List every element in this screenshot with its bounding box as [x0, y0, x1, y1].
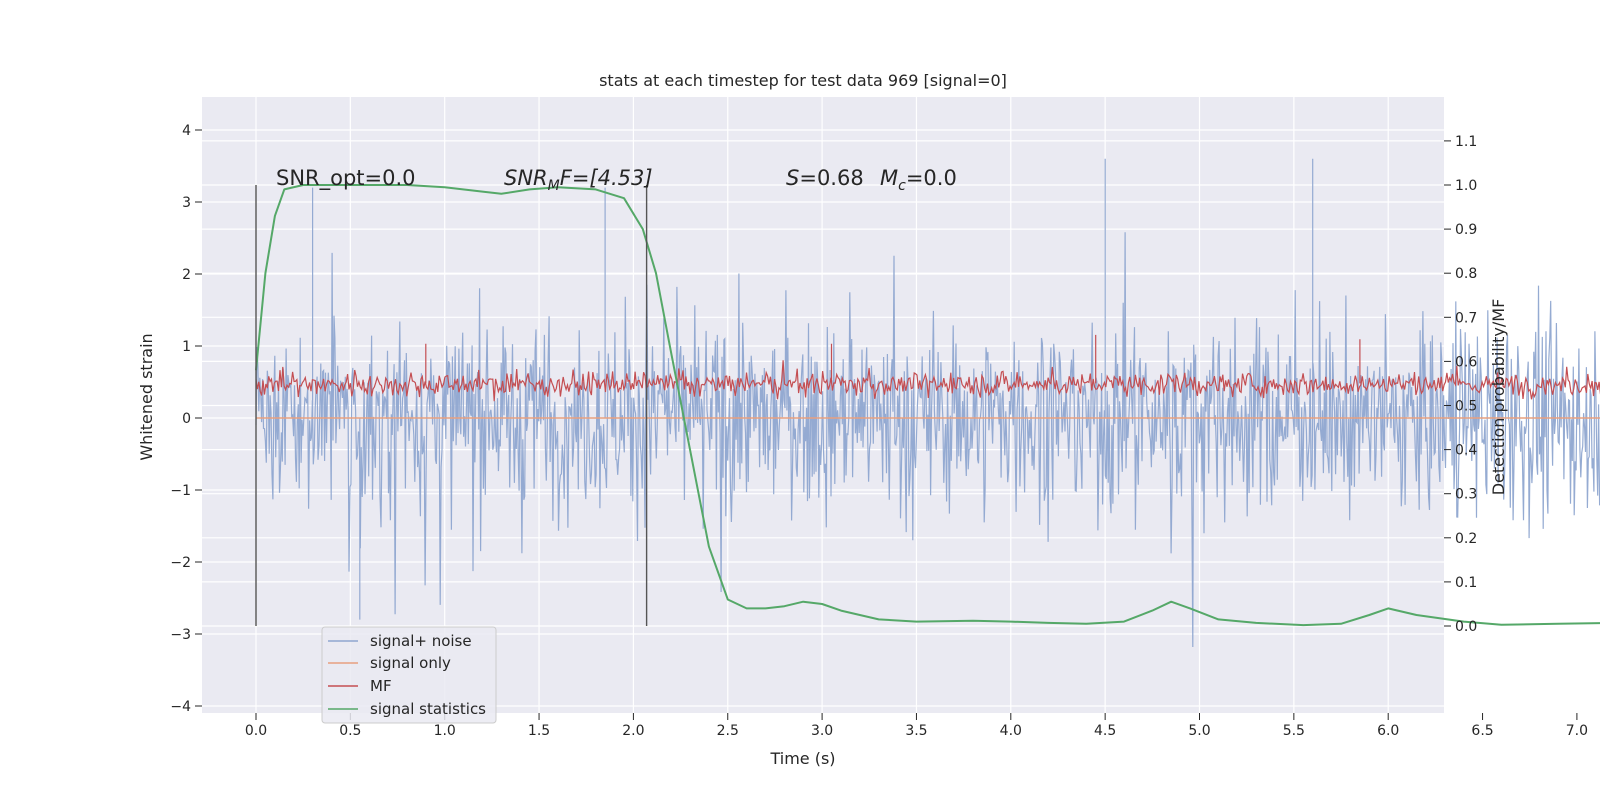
x-tick-label-8: 4.0	[1000, 723, 1022, 739]
chart-title: stats at each timestep for test data 969…	[599, 71, 1007, 90]
x-tick-label-3: 1.5	[528, 723, 550, 739]
x-tick-label-12: 6.0	[1377, 723, 1399, 739]
y-axis-label: Whitened strain	[137, 333, 156, 460]
x-tick-label-5: 2.5	[717, 723, 739, 739]
s-label: S	[786, 166, 799, 190]
y-tick-label-0: 4	[182, 123, 191, 139]
y-right-tick-label-8: 0.3	[1455, 487, 1477, 503]
x-tick-label-10: 5.0	[1188, 723, 1210, 739]
y-right-tick-label-5: 0.6	[1455, 354, 1477, 370]
x-tick-label-4: 2.0	[622, 723, 644, 739]
mc-label: M	[880, 166, 898, 190]
y-right-tick-label-11: 0.0	[1455, 619, 1477, 635]
y-right-tick-label-9: 0.2	[1455, 531, 1477, 547]
x-tick-label-13: 6.5	[1471, 723, 1493, 739]
right-axis-gridlines	[202, 140, 1444, 627]
series-signal-noise	[255, 158, 1600, 648]
x-tick-label-0: 0.0	[245, 723, 267, 739]
legend-label-signal-noise: signal+ noise	[370, 632, 472, 650]
annotation-snr-mf: SNRMF=[4.53]	[504, 166, 653, 194]
y-tick-label-5: −1	[170, 483, 191, 499]
legend-label-mf: MF	[370, 677, 392, 695]
x-tick-label-14: 7.0	[1566, 723, 1588, 739]
y-tick-label-1: 3	[182, 195, 191, 211]
s-value: =0.68	[799, 166, 863, 190]
annotation-mc: Mc=0.0	[880, 166, 957, 194]
y-tick-label-7: −3	[170, 627, 191, 643]
x-tick-label-6: 3.0	[811, 723, 833, 739]
mc-sub: c	[898, 178, 906, 194]
y-right-tick-label-3: 0.8	[1455, 266, 1477, 282]
y-right-tick-label-2: 0.9	[1455, 222, 1477, 238]
window-markers	[255, 185, 648, 626]
y-right-tick-label-10: 0.1	[1455, 575, 1477, 591]
y-right-tick-label-4: 0.7	[1455, 310, 1477, 326]
y-right-tick-label-0: 1.1	[1455, 134, 1477, 150]
y-tick-label-2: 2	[182, 267, 191, 283]
y-tick-label-4: 0	[182, 411, 191, 427]
y-right-tick-label-6: 0.5	[1455, 399, 1477, 415]
snr-mf-prefix: SNR	[504, 166, 548, 190]
series-layer	[255, 158, 1600, 648]
y-right-tick-label-1: 1.0	[1455, 178, 1477, 194]
annotation-s: S=0.68	[786, 166, 864, 190]
left-axis-ticks: 4 3 2 1 0 −1 −2 −3 −4	[170, 123, 202, 715]
legend-label-signal-statistics: signal statistics	[370, 700, 486, 718]
x-tick-label-1: 0.5	[339, 723, 361, 739]
y-tick-label-3: 1	[182, 339, 191, 355]
series-signal-statistics	[255, 184, 1600, 627]
legend-label-signal-only: signal only	[370, 654, 451, 672]
y-tick-label-6: −2	[170, 555, 191, 571]
right-axis-ticks: 1.1 1.0 0.9 0.8 0.7 0.6 0.5 0.4 0.3 0.2 0.1 0.0	[1444, 134, 1477, 635]
y-tick-label-8: −4	[170, 699, 191, 715]
mc-value: =0.0	[906, 166, 957, 190]
x-tick-label-7: 3.5	[905, 723, 927, 739]
series-mf	[255, 334, 1600, 402]
x-axis-label: Time (s)	[769, 749, 835, 768]
x-tick-label-9: 4.5	[1094, 723, 1116, 739]
legend: signal+ noise signal only MF signal stat…	[321, 626, 497, 724]
y-axis-right-label: Detection probability/MF	[1489, 299, 1508, 496]
annotation-snr-opt: SNR_opt=0.0	[276, 166, 416, 191]
x-tick-label-2: 1.0	[434, 723, 456, 739]
snr-mf-suffix: F=[4.53]	[560, 166, 653, 190]
x-tick-label-11: 5.5	[1283, 723, 1305, 739]
legend-box	[321, 626, 497, 724]
y-right-tick-label-7: 0.4	[1455, 443, 1477, 459]
bottom-axis-ticks: 0.0 0.5 1.0 1.5 2.0 2.5 3.0 3.5 4.0 4.5 5.0 5.5 6.0 6…	[245, 713, 1588, 739]
snr-mf-sub: M	[548, 178, 560, 194]
